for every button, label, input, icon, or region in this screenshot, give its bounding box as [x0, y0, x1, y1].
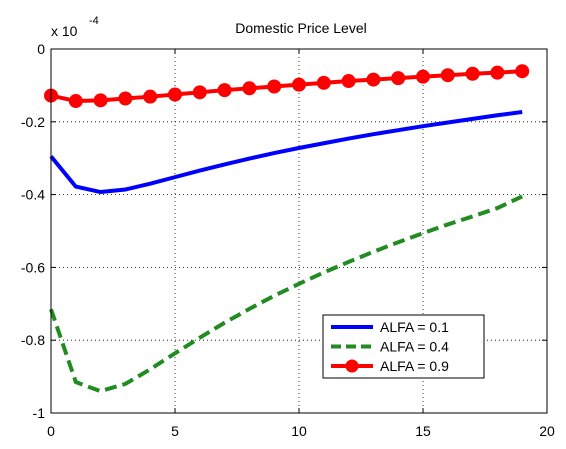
series-3-marker — [391, 71, 406, 86]
series-3-marker — [341, 74, 356, 89]
series-3-marker — [118, 91, 133, 106]
series-3-marker — [267, 79, 282, 94]
series-3-marker — [68, 94, 83, 109]
series-3-marker — [316, 75, 331, 90]
series-3-marker — [465, 66, 480, 81]
legend-label-3: ALFA = 0.9 — [380, 358, 449, 374]
axis-ticks: 0 5 10 15 20 -1 -0.8 -0.6 -0.4 -0.2 0 — [21, 41, 555, 439]
x-tick-label: 0 — [47, 423, 55, 439]
y-tick-label: 0 — [37, 41, 45, 57]
series-3-marker — [490, 65, 505, 80]
x-tick-label: 5 — [171, 423, 179, 439]
series-3-marker — [416, 69, 430, 84]
series-3-marker — [143, 89, 158, 104]
x-tick-label: 20 — [539, 423, 555, 439]
series-3-marker — [515, 64, 530, 79]
y-exponent-base: x 10 — [51, 23, 78, 39]
series-line-2 — [49, 194, 524, 394]
series-3-marker — [366, 72, 381, 87]
series-3-marker — [93, 93, 108, 108]
legend-label-1: ALFA = 0.1 — [380, 319, 449, 335]
series-3-marker — [440, 68, 455, 83]
series-line-1 — [49, 109, 523, 195]
x-tick-label: 15 — [415, 423, 431, 439]
series-3-marker — [192, 85, 207, 100]
y-tick-label: -0.6 — [21, 259, 45, 275]
series-3-marker — [292, 77, 306, 92]
legend-marker-3 — [345, 359, 359, 373]
y-tick-label: -0.4 — [21, 187, 45, 203]
y-tick-label: -0.2 — [21, 114, 45, 130]
legend: ALFA = 0.1 ALFA = 0.4 ALFA = 0.9 — [322, 314, 485, 379]
x-tick-label: 10 — [291, 423, 307, 439]
chart-title: Domestic Price Level — [235, 20, 367, 36]
series-3-marker — [242, 81, 257, 96]
legend-label-2: ALFA = 0.4 — [380, 339, 449, 355]
series-3-marker — [217, 83, 232, 98]
grid — [51, 49, 547, 413]
y-exponent-power: -4 — [89, 15, 99, 27]
series-3-marker — [168, 87, 182, 102]
y-tick-label: -0.8 — [21, 332, 45, 348]
y-tick-label: -1 — [33, 405, 46, 421]
